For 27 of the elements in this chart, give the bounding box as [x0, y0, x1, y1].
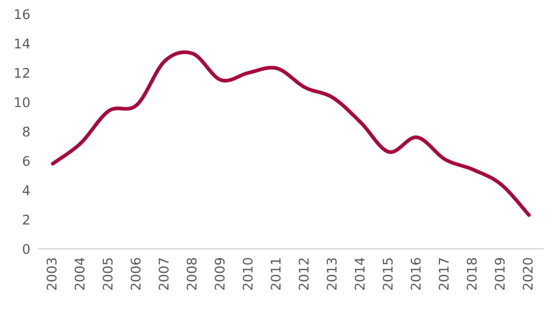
- y-tick-label: 6: [22, 156, 30, 166]
- x-tick-label: 2013: [326, 258, 337, 290]
- x-tick-label: 2012: [298, 258, 309, 290]
- x-tick-label: 2004: [74, 258, 85, 290]
- x-tick-label: 2014: [354, 258, 365, 290]
- y-tick-label: 8: [22, 126, 30, 137]
- x-tick-label: 2003: [46, 258, 57, 290]
- x-tick-label: 2016: [410, 258, 421, 290]
- x-tick-label: 2005: [102, 258, 113, 290]
- y-tick-label: 4: [22, 185, 30, 196]
- x-tick-label: 2008: [186, 258, 197, 290]
- y-tick-label: 16: [15, 9, 30, 20]
- x-tick-label: 2015: [382, 258, 393, 290]
- y-tick-label: 0: [22, 244, 30, 254]
- y-tick-label: 12: [15, 68, 30, 78]
- x-tick-label: 2017: [438, 258, 449, 290]
- x-tick-label: 2019: [494, 258, 505, 290]
- y-tick-label: 14: [15, 38, 30, 48]
- x-tick-label: 2018: [466, 258, 477, 290]
- x-tick-label: 2011: [270, 258, 281, 290]
- x-tick-label: 2010: [242, 258, 253, 290]
- x-tick-label: 2020: [522, 258, 533, 290]
- x-tick-label: 2009: [214, 258, 225, 290]
- y-tick-label: 2: [23, 214, 30, 224]
- x-tick-label: 2006: [130, 258, 141, 290]
- y-tick-label: 10: [15, 97, 30, 108]
- x-tick-label: 2007: [158, 258, 169, 290]
